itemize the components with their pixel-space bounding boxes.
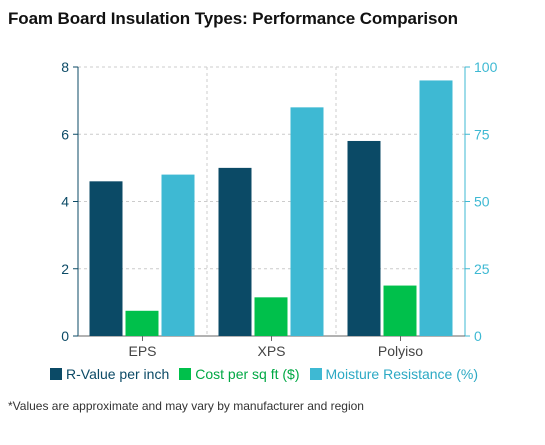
right-tick-label: 100 (474, 59, 498, 75)
left-tick-label: 6 (61, 126, 69, 142)
right-tick-label: 50 (474, 194, 490, 210)
legend-label-r-value: R-Value per inch (66, 366, 170, 382)
left-tick-label: 8 (61, 59, 69, 75)
right-tick-label: 25 (474, 261, 490, 277)
left-tick-label: 2 (61, 261, 69, 277)
right-tick-label: 75 (474, 126, 490, 142)
left-tick-label: 4 (61, 194, 69, 210)
bar-xps-0 (218, 167, 252, 336)
bar-polyiso-2 (419, 80, 453, 336)
legend-swatch-moisture (309, 368, 322, 380)
bar-polyiso-0 (347, 140, 381, 336)
legend-swatch-cost (179, 368, 192, 380)
x-tick-label: XPS (257, 343, 285, 359)
legend-swatch-r-value (50, 368, 62, 380)
left-tick-label: 0 (61, 328, 69, 344)
bar-polyiso-1 (383, 285, 417, 336)
legend-item-cost[interactable]: Cost per sq ft ($) (179, 366, 300, 382)
bar-xps-1 (254, 297, 288, 336)
footnote: *Values are approximate and may vary by … (8, 399, 364, 413)
bar-eps-2 (161, 174, 195, 336)
legend-label-moisture: Moisture Resistance (%) (325, 366, 479, 382)
x-tick-label: EPS (128, 343, 156, 359)
chart-legend: R-Value per inch Cost per sq ft ($) Mois… (50, 366, 488, 382)
x-tick-label: Polyiso (378, 343, 423, 359)
legend-label-cost: Cost per sq ft ($) (195, 366, 300, 382)
bar-xps-2 (290, 107, 324, 336)
legend-item-r-value[interactable]: R-Value per inch (50, 366, 169, 382)
legend-item-moisture[interactable]: Moisture Resistance (%) (309, 366, 479, 382)
right-tick-label: 0 (474, 328, 482, 344)
bar-chart: 0 2 4 6 8 0 25 50 75 100 EPS XPS Polyiso (61, 59, 498, 359)
chart-title: Foam Board Insulation Types: Performance… (8, 9, 458, 28)
bar-eps-1 (125, 310, 159, 336)
bar-eps-0 (89, 181, 123, 336)
